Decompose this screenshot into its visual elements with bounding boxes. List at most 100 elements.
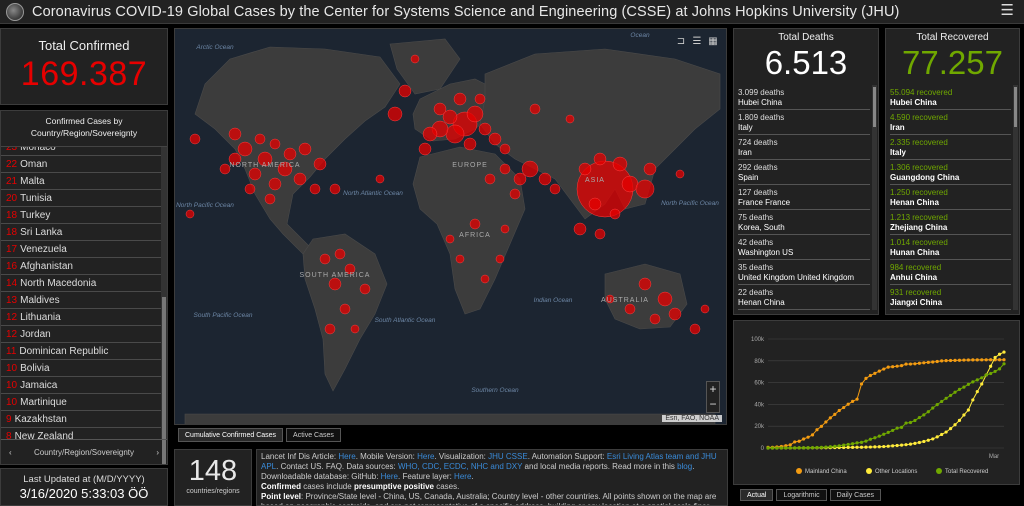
confirmed-list-item[interactable]: 12 Lithuania <box>1 309 161 326</box>
confirmed-list-item[interactable]: 13 Maldives <box>1 292 161 309</box>
data-point[interactable] <box>802 437 806 441</box>
data-point[interactable] <box>837 444 841 448</box>
confirmed-list-item[interactable]: 10 Bolivia <box>1 360 161 377</box>
data-point[interactable] <box>851 399 855 403</box>
case-bubble[interactable] <box>495 254 505 264</box>
confirmed-list-item[interactable]: 10 Martinique <box>1 394 161 411</box>
map-canvas[interactable]: Arctic Ocean North Pacific Ocean North Atl… <box>175 29 727 425</box>
case-bubble[interactable] <box>334 248 346 260</box>
data-point[interactable] <box>855 445 859 449</box>
recovered-list-item[interactable]: 1.250 recovered Henan China <box>890 185 1011 210</box>
case-bubble[interactable] <box>244 183 256 195</box>
data-point[interactable] <box>917 361 921 365</box>
data-point[interactable] <box>859 382 864 386</box>
data-point[interactable] <box>895 426 899 430</box>
data-point[interactable] <box>868 445 873 449</box>
recovered-list-item[interactable]: 984 recovered Anhui China <box>890 260 1011 285</box>
case-bubble[interactable] <box>254 133 266 145</box>
deaths-list-item[interactable]: 22 deaths <box>738 310 870 314</box>
data-point[interactable] <box>784 446 788 450</box>
recovered-scrollbar[interactable] <box>1013 85 1018 310</box>
scrollbar-thumb[interactable] <box>1014 87 1017 127</box>
hamburger-menu-icon[interactable]: ☰ <box>1000 2 1014 19</box>
case-bubble[interactable] <box>293 172 307 186</box>
case-bubble[interactable] <box>237 141 253 157</box>
data-point[interactable] <box>997 352 1002 356</box>
data-point[interactable] <box>793 440 797 444</box>
data-point[interactable] <box>935 435 939 439</box>
case-bubble[interactable] <box>350 324 360 334</box>
data-point[interactable] <box>877 445 881 449</box>
case-bubble[interactable] <box>624 303 636 315</box>
case-bubble[interactable] <box>499 143 511 155</box>
recovered-list-item[interactable]: 1.014 recovered Hunan China <box>890 235 1011 260</box>
data-point[interactable] <box>980 376 984 380</box>
case-bubble[interactable] <box>488 132 502 146</box>
deaths-list-item[interactable]: 75 deaths Korea, South <box>738 210 870 235</box>
recovered-list-item[interactable]: 55.094 recovered Hubei China <box>890 85 1011 110</box>
confirmed-list-item[interactable]: 14 North Macedonia <box>1 275 161 292</box>
legend-label[interactable]: Other Locations <box>875 469 917 475</box>
data-point[interactable] <box>1002 362 1006 366</box>
data-point[interactable] <box>948 427 953 431</box>
legend-label[interactable]: Total Recovered <box>945 469 988 475</box>
case-bubble[interactable] <box>565 114 575 124</box>
recovered-list-item[interactable]: 1.213 recovered Zhejiang China <box>890 210 1011 235</box>
data-point[interactable] <box>828 445 832 449</box>
data-point[interactable] <box>877 434 881 438</box>
case-bubble[interactable] <box>469 218 481 230</box>
confirmed-list-item[interactable]: 21 Malta <box>1 173 161 190</box>
case-bubble[interactable] <box>339 303 351 315</box>
data-point[interactable] <box>802 446 806 450</box>
case-bubble[interactable] <box>668 307 682 321</box>
case-bubble[interactable] <box>594 228 606 240</box>
confirmed-list-item[interactable]: 16 Afghanistan <box>1 258 161 275</box>
confirmed-list[interactable]: 23 Monaco 22 Oman 21 Malta 20 Tunisia 18 Turkey 18… <box>1 147 161 439</box>
tab-actual[interactable]: Actual <box>740 489 774 501</box>
data-point[interactable] <box>926 410 930 414</box>
data-point[interactable] <box>899 425 904 430</box>
list-icon[interactable]: ☰ <box>692 36 702 47</box>
confirmed-list-item[interactable]: 8 New Zealand <box>1 428 161 439</box>
case-bubble[interactable] <box>538 172 552 186</box>
data-point[interactable] <box>810 446 815 450</box>
legend-label[interactable]: Mainland China <box>805 469 847 475</box>
case-bubble[interactable] <box>445 124 465 144</box>
case-bubble[interactable] <box>410 54 420 64</box>
tab-daily-cases[interactable]: Daily Cases <box>829 489 882 501</box>
world-map[interactable]: Arctic Ocean North Pacific Ocean North Atl… <box>174 28 727 425</box>
case-bubble[interactable] <box>375 174 385 184</box>
case-bubble[interactable] <box>500 224 510 234</box>
case-bubble[interactable] <box>442 109 458 125</box>
case-bubble[interactable] <box>324 323 336 335</box>
case-bubble[interactable] <box>700 304 710 314</box>
data-point[interactable] <box>770 446 775 450</box>
data-point[interactable] <box>971 358 975 362</box>
confirmed-list-item[interactable]: 10 Jamaica <box>1 377 161 394</box>
data-point[interactable] <box>873 445 877 449</box>
data-point[interactable] <box>922 439 926 444</box>
data-point[interactable] <box>1002 350 1006 354</box>
data-point[interactable] <box>908 442 913 446</box>
deaths-list[interactable]: 3.099 deaths Hubei China 1.809 deaths Italy… <box>738 85 870 314</box>
data-point[interactable] <box>984 358 988 362</box>
case-bubble[interactable] <box>185 209 195 219</box>
data-point[interactable] <box>864 439 868 443</box>
recovered-list-item[interactable]: 2.335 recovered Italy <box>890 135 1011 160</box>
case-bubble[interactable] <box>474 93 486 105</box>
data-point[interactable] <box>971 380 975 384</box>
case-bubble[interactable] <box>418 142 432 156</box>
esri-link[interactable]: Esri Living Atlas team and JHU APL <box>261 452 717 471</box>
tab-logarithmic[interactable]: Logarithmic <box>776 489 827 501</box>
case-bubble[interactable] <box>328 277 342 291</box>
confirmed-list-item[interactable]: 23 Monaco <box>1 147 161 156</box>
zoom-in-button[interactable]: + <box>709 382 717 396</box>
grid-icon[interactable]: ▦ <box>708 36 718 47</box>
data-point[interactable] <box>891 365 895 369</box>
case-bubble[interactable] <box>433 102 447 116</box>
case-bubble[interactable] <box>268 177 282 191</box>
case-bubble[interactable] <box>549 183 561 195</box>
data-point[interactable] <box>997 367 1002 371</box>
confirmed-list-item[interactable]: 18 Sri Lanka <box>1 224 161 241</box>
data-point[interactable] <box>886 444 890 448</box>
